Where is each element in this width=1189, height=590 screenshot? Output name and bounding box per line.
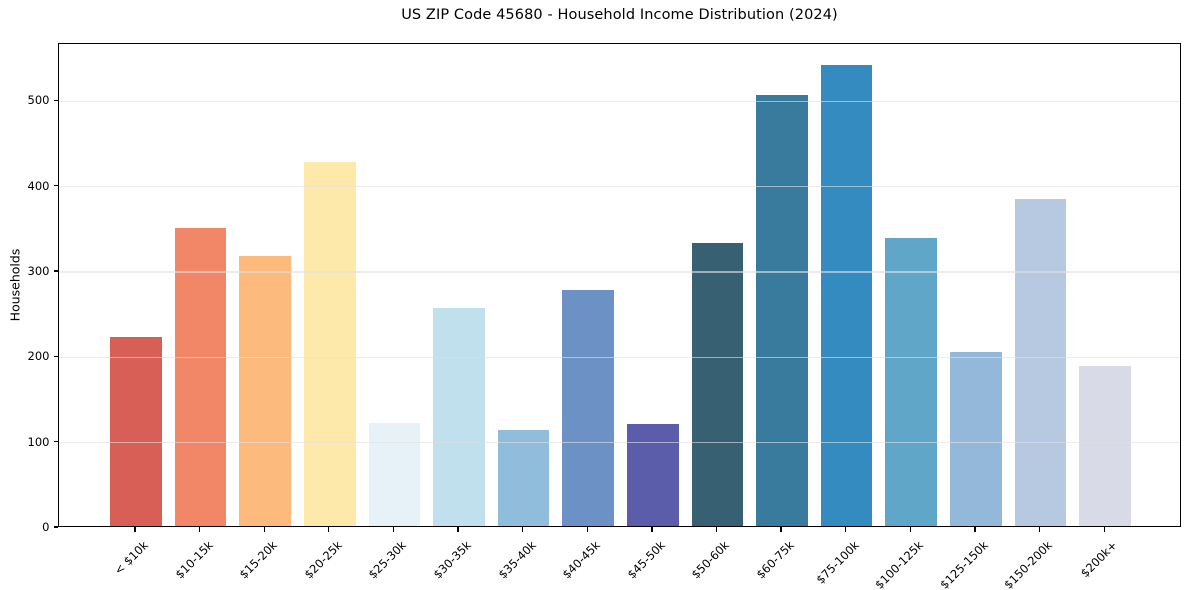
y-tick-label: 500 — [27, 93, 50, 108]
x-tick-mark — [715, 527, 718, 532]
x-tick-label: $15-20k — [236, 538, 281, 582]
x-tick-mark — [974, 527, 976, 532]
bar-60-75k — [756, 94, 808, 526]
x-tick-label: $20-25k — [301, 538, 345, 582]
bar-40-45k — [562, 290, 615, 526]
x-tick-label: $125-150k — [937, 538, 991, 590]
x-tick-label: $40-45k — [559, 538, 604, 582]
x-tick-mark — [263, 527, 265, 532]
gridline-300 — [59, 271, 1180, 273]
y-tick-mark — [53, 184, 58, 187]
x-tick-label: $60-75k — [753, 538, 797, 582]
bar-10k — [110, 337, 162, 526]
y-tick-mark — [53, 270, 58, 272]
x-tick-label: < $10k — [111, 538, 151, 578]
gridline-500 — [59, 100, 1180, 102]
x-tick-mark — [328, 527, 330, 532]
y-axis-label: Households — [7, 248, 23, 322]
gridline-100 — [59, 441, 1180, 444]
y-tick-mark — [53, 355, 58, 357]
bar-10-15k — [174, 228, 227, 526]
x-tick-mark — [1038, 527, 1041, 532]
y-tick-mark — [53, 526, 58, 528]
x-tick-mark — [457, 527, 459, 532]
x-tick-mark — [134, 527, 136, 532]
y-tick-mark — [53, 99, 58, 101]
x-tick-mark — [845, 527, 847, 532]
bar-30-35k — [433, 308, 485, 526]
x-tick-label: $45-50k — [624, 538, 668, 582]
bar-35-40k — [497, 429, 550, 526]
x-tick-mark — [521, 527, 524, 532]
bar-20-25k — [303, 162, 356, 526]
bar-25-30k — [368, 422, 421, 526]
bar-15-20k — [239, 256, 291, 526]
x-tick-label: $30-35k — [430, 538, 474, 582]
bar-75-100k — [820, 65, 873, 526]
x-tick-label: $25-30k — [365, 538, 410, 582]
x-tick-mark — [392, 527, 395, 532]
x-tick-mark — [651, 527, 653, 532]
y-tick-label: 0 — [42, 520, 50, 534]
x-tick-label: $100-125k — [872, 538, 927, 590]
x-tick-mark — [198, 527, 201, 532]
y-tick-label: 200 — [27, 349, 50, 364]
bars-layer — [59, 44, 1180, 526]
x-tick-label: $75-100k — [812, 538, 862, 587]
x-tick-mark — [909, 527, 911, 532]
x-tick-label: $150-200k — [1001, 538, 1056, 590]
x-tick-mark — [1103, 527, 1105, 532]
x-tick-mark — [780, 527, 782, 532]
x-tick-label: $35-40k — [495, 538, 539, 582]
bar-50-60k — [691, 242, 744, 526]
y-tick-mark — [53, 440, 58, 443]
bar-150-200k — [1014, 199, 1067, 526]
x-tick-mark — [586, 527, 588, 532]
y-tick-label: 300 — [27, 263, 50, 278]
grid-layer — [59, 44, 1180, 526]
bar-125-150k — [950, 351, 1002, 526]
bar-100-125k — [885, 238, 938, 526]
gridline-200 — [59, 356, 1180, 358]
bar-200k — [1079, 365, 1131, 526]
x-tick-label: $10-15k — [171, 538, 216, 582]
gridline-400 — [59, 185, 1180, 188]
x-tick-label: $50-60k — [688, 538, 733, 582]
plot-area — [58, 43, 1181, 527]
y-tick-label: 400 — [27, 178, 50, 193]
x-tick-label: $200k+ — [1077, 538, 1120, 581]
chart-title: US ZIP Code 45680 - Household Income Dis… — [401, 7, 838, 23]
y-tick-label: 100 — [27, 434, 50, 449]
bar-45-50k — [626, 423, 679, 526]
